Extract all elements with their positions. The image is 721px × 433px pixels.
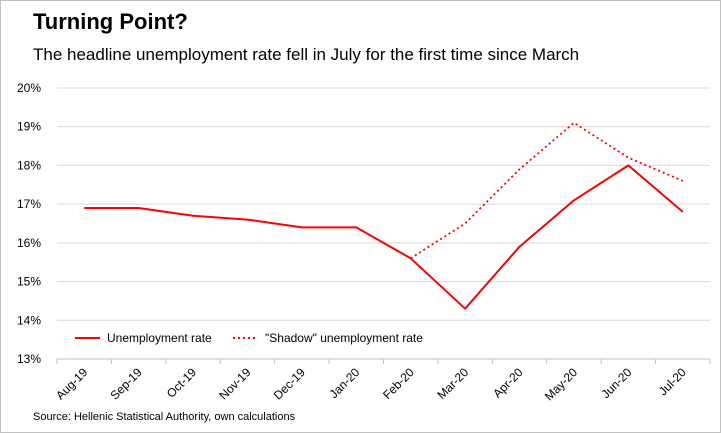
chart-title: Turning Point? bbox=[33, 9, 188, 34]
y-tick-label: 18% bbox=[17, 158, 41, 172]
source-note: Source: Hellenic Statistical Authority, … bbox=[33, 411, 296, 423]
x-tick-label: Oct-19 bbox=[164, 365, 200, 401]
y-tick-label: 17% bbox=[17, 197, 41, 211]
x-tick-label: May-20 bbox=[542, 365, 580, 403]
series-line-unemployment bbox=[84, 164, 684, 310]
x-tick-label: Mar-20 bbox=[434, 365, 471, 402]
x-tick-label: Nov-19 bbox=[216, 365, 253, 402]
legend: Unemployment rate "Shadow" unemployment r… bbox=[75, 331, 423, 345]
y-axis-ticks: 13% 14% 15% 16% 17% 18% 19% 20% bbox=[17, 81, 41, 366]
y-tick-label: 20% bbox=[17, 81, 41, 95]
x-tick-label: Feb-20 bbox=[380, 365, 417, 402]
y-tick-label: 16% bbox=[17, 236, 41, 250]
series-lines bbox=[84, 121, 684, 310]
y-tick-label: 14% bbox=[17, 313, 41, 327]
x-tick-label: Sep-19 bbox=[107, 365, 144, 402]
x-axis-ticks: Aug-19 Sep-19 Oct-19 Nov-19 Dec-19 Jan-20 Feb-… bbox=[53, 359, 711, 403]
gridlines bbox=[57, 87, 710, 360]
x-tick-label: Dec-19 bbox=[271, 365, 308, 402]
chart-subtitle: The headline unemployment rate fell in J… bbox=[33, 45, 580, 64]
x-tick-label: Apr-20 bbox=[490, 365, 526, 401]
y-tick-label: 13% bbox=[17, 352, 41, 366]
y-tick-label: 19% bbox=[17, 120, 41, 134]
x-tick-label: Jul-20 bbox=[656, 365, 689, 398]
x-tick-label: Aug-19 bbox=[53, 365, 90, 402]
x-tick-label: Jan-20 bbox=[327, 365, 363, 401]
x-tick-label: Jun-20 bbox=[599, 365, 635, 401]
legend-label: Unemployment rate bbox=[107, 331, 212, 345]
y-tick-label: 15% bbox=[17, 275, 41, 289]
legend-label: "Shadow" unemployment rate bbox=[265, 331, 423, 345]
series-line-shadow-unemployment bbox=[410, 121, 684, 260]
